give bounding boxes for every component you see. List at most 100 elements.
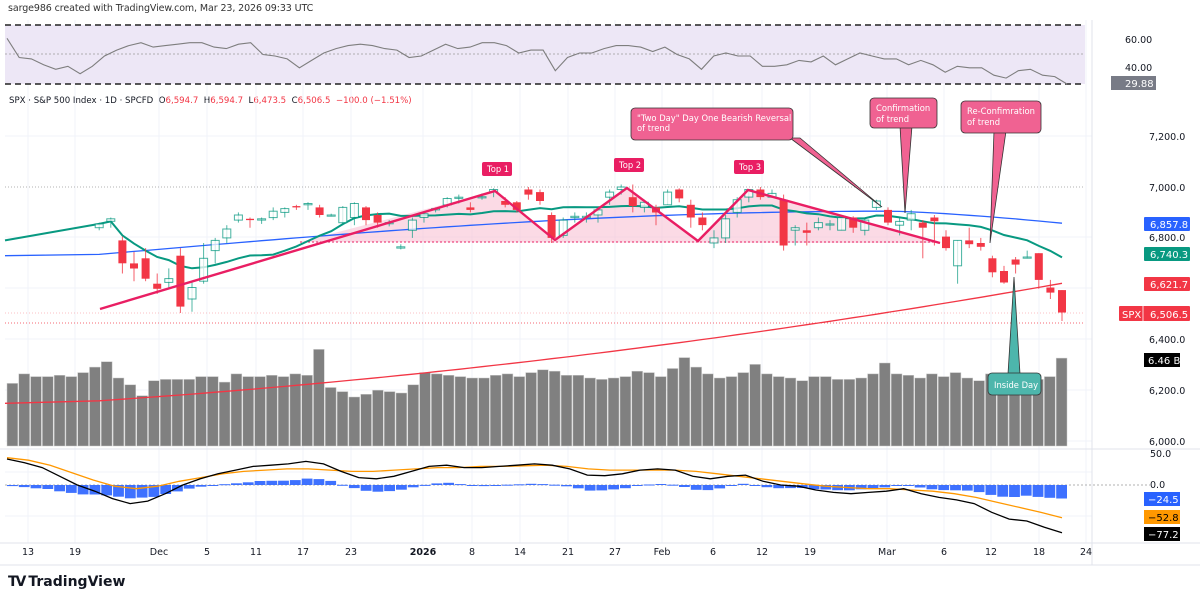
macd-histogram-bar [490, 485, 502, 486]
macd-pane[interactable]: 50.0 0.0 −24.5 −52.8 −77.2 [0, 448, 1200, 541]
macd-histogram-bar [77, 485, 89, 495]
candle [953, 239, 963, 284]
volume-bar [372, 389, 384, 447]
candle [210, 237, 220, 264]
macd-signal-line [6, 457, 1063, 519]
time-tick-label: 6 [941, 547, 947, 558]
annotation-top-1[interactable]: Top 1 [482, 162, 512, 176]
candle-body [988, 258, 997, 273]
macd-histogram-bar [360, 485, 372, 491]
tradingview-logo[interactable]: TV TradingView [8, 574, 125, 590]
candle [965, 227, 974, 249]
candle-body [280, 208, 290, 213]
macd-histogram-bar [443, 482, 454, 485]
candle-body [303, 203, 313, 206]
macd-histogram-bar [478, 485, 490, 487]
triple-top-pattern-line[interactable] [99, 186, 941, 311]
ma-slow-line [4, 282, 1063, 404]
candle-body [930, 217, 939, 222]
macd-histogram-bar [136, 485, 148, 498]
annotation-top-3[interactable]: Top 3 [734, 160, 764, 174]
volume-bar [89, 366, 101, 447]
macd-histogram-bar [572, 485, 584, 489]
candle-body [536, 192, 544, 201]
candle-body [860, 219, 870, 231]
annotation-inside-day-text: Inside Day [994, 380, 1038, 390]
volume-bar [1055, 357, 1068, 447]
macd-histogram-bar [855, 485, 867, 490]
time-tick-label: 12 [985, 547, 997, 558]
candle-body [628, 197, 637, 207]
time-tick-label: 12 [756, 547, 768, 558]
volume-bar [383, 391, 396, 447]
time-axis[interactable]: 13 19 Dec 5 11 17 23 2026 8 14 21 27 Feb 6 12 19 Mar 6 12 1… [22, 547, 1092, 558]
macd-hist-value: −24.5 [1148, 495, 1179, 506]
macd-histogram-bar [1056, 485, 1067, 499]
candle [153, 273, 162, 294]
candle-body [349, 203, 359, 218]
volume-bar [18, 373, 30, 447]
candle [466, 202, 475, 213]
macd-histogram-bar [242, 482, 254, 485]
candle-body [187, 287, 197, 300]
volume-bar [207, 376, 219, 447]
symbol-title[interactable]: SPX · S&P 500 Index · 1D · SPCFD [9, 96, 154, 106]
rsi-current-tag [1111, 76, 1156, 90]
macd-histogram-bar [561, 485, 572, 487]
ma-fast-line [4, 204, 1063, 270]
candle-body [419, 213, 429, 218]
volume-bar [65, 376, 77, 447]
rsi-pane[interactable]: 60.00 40.00 29.88 [5, 24, 1156, 90]
annotation-bearish-reversal[interactable]: "Two Day" Day One Bearish Reversal of tr… [630, 107, 883, 208]
candle-body [222, 228, 232, 239]
candle-body [501, 201, 510, 205]
candle-body [942, 236, 950, 249]
annotation-inside-day[interactable]: Inside Day [987, 276, 1042, 396]
macd-histogram-bar [231, 483, 242, 485]
volume-bar [537, 369, 549, 447]
candle-body [153, 283, 162, 289]
volume-bar [749, 364, 761, 447]
time-tick-label: 17 [297, 547, 309, 558]
volume-bar [796, 380, 808, 447]
macd-histogram-bar [278, 480, 289, 485]
macd-histogram-bar [384, 485, 395, 492]
volume-bar [395, 392, 408, 447]
candle [407, 217, 417, 238]
macd-histogram-bar [938, 485, 950, 491]
volume-bars [6, 349, 1068, 447]
candle-body [94, 223, 104, 229]
candle [362, 206, 370, 226]
macd-histogram-bar [1032, 485, 1044, 497]
candle-body [813, 222, 823, 229]
volume-bar [313, 349, 325, 447]
candle-body [362, 207, 370, 221]
volume-value: 6.46 B [1148, 356, 1180, 367]
low-value: 6,473.5 [253, 96, 287, 106]
annotation-top-2[interactable]: Top 2 [614, 158, 644, 172]
annotation-reconfirmation[interactable]: Re-Confimration of trend [960, 100, 1042, 244]
macd-histogram-bar [596, 485, 608, 491]
annotation-confirmation[interactable]: Confirmation of trend [869, 97, 938, 214]
candle [860, 217, 870, 236]
candle [790, 225, 800, 246]
volume-bar [490, 375, 502, 447]
volume-bar [325, 387, 337, 447]
macd-histogram-bar [950, 485, 961, 491]
candlesticks [94, 184, 1066, 321]
macd-histogram-bar [761, 485, 773, 488]
macd-histogram-bar [301, 478, 313, 485]
candle [906, 209, 916, 231]
candle-body [118, 240, 127, 264]
price-pane[interactable]: 7,200.0 7,000.0 6,800.0 6,400.0 6,200.0 … [4, 97, 1190, 448]
volume-bar [42, 376, 54, 447]
macd-histogram-bar [643, 484, 655, 486]
candle [988, 255, 997, 278]
volume-bar [678, 357, 691, 447]
candle [1011, 257, 1020, 274]
volume-bar [230, 373, 243, 447]
macd-histogram-bar [407, 485, 419, 488]
volume-bar [501, 373, 514, 447]
macd-histogram-bar [313, 479, 325, 485]
